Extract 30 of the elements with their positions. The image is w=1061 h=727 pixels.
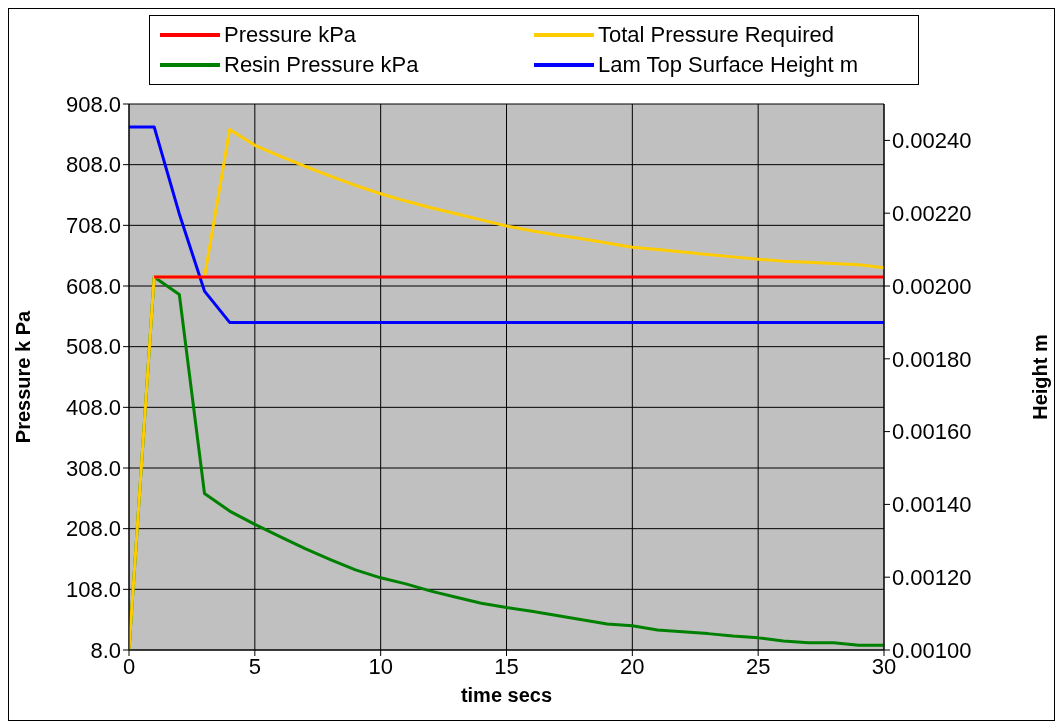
x-tick-label: 15 xyxy=(494,653,519,679)
legend-label: Total Pressure Required xyxy=(598,22,835,48)
y-tick-label: 408.0 xyxy=(65,395,121,421)
y-tick-label: 608.0 xyxy=(65,273,121,299)
y-tick-label: 508.0 xyxy=(65,334,121,360)
y-tick-label: 108.0 xyxy=(65,577,121,603)
y-tick-label: 8.0 xyxy=(90,637,121,663)
y2-tick-label: 0.00220 xyxy=(892,201,972,227)
y2-tick-label: 0.00140 xyxy=(892,492,972,518)
x-tick-label: 25 xyxy=(745,653,771,679)
legend-label: Resin Pressure kPa xyxy=(224,52,419,78)
y2-tick-label: 0.00120 xyxy=(892,565,972,591)
y-tick-label: 808.0 xyxy=(65,152,121,178)
y-tick-label: 308.0 xyxy=(65,455,121,481)
y2-tick-label: 0.00160 xyxy=(892,419,972,445)
x-tick-label: 10 xyxy=(368,653,393,679)
legend-label: Lam Top Surface Height m xyxy=(598,52,859,78)
y2-tick-label: 0.00180 xyxy=(892,346,972,372)
y-tick-label: 208.0 xyxy=(65,516,121,542)
y-axis-title: Pressure k Pa xyxy=(12,309,35,444)
y-tick-label: 708.0 xyxy=(65,213,121,239)
y2-tick-label: 0.00200 xyxy=(892,273,972,299)
x-tick-label: 0 xyxy=(122,653,136,679)
x-tick-label: 20 xyxy=(620,653,645,679)
y2-axis-title: Height m xyxy=(1029,334,1052,420)
x-axis-title: time secs xyxy=(460,684,553,706)
y2-tick-label: 0.00240 xyxy=(892,128,972,154)
legend-label: Pressure kPa xyxy=(224,22,357,48)
x-tick-label: 5 xyxy=(248,653,261,679)
y-tick-label: 908.0 xyxy=(65,91,121,117)
